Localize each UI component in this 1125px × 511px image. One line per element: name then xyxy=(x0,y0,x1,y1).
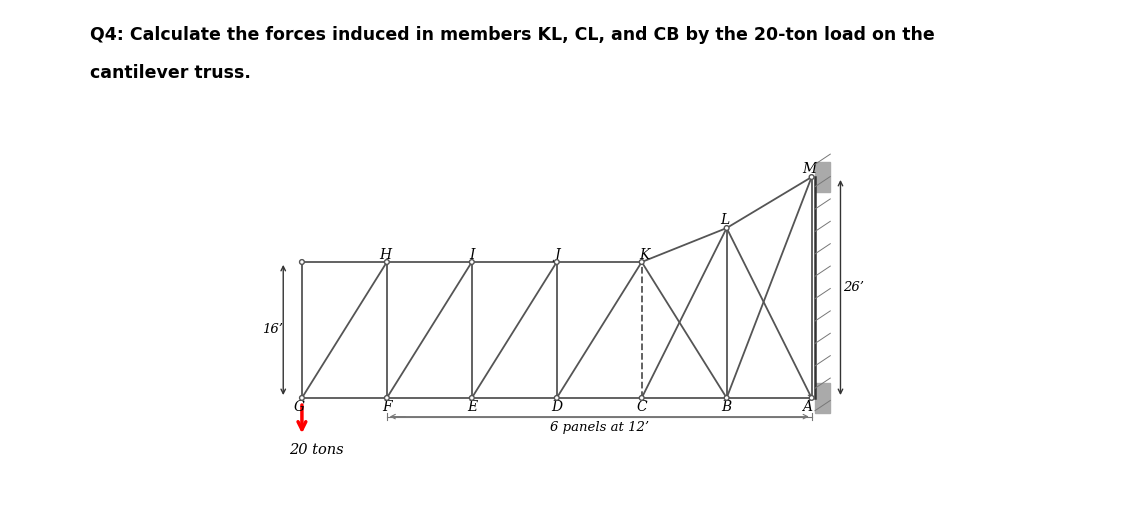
Text: A: A xyxy=(802,400,812,414)
Circle shape xyxy=(469,260,475,264)
Circle shape xyxy=(385,260,389,264)
Text: B: B xyxy=(721,400,731,414)
Circle shape xyxy=(639,260,645,264)
Circle shape xyxy=(809,175,814,179)
Text: H: H xyxy=(379,248,391,262)
Text: 16’: 16’ xyxy=(262,323,282,336)
Circle shape xyxy=(469,396,475,400)
Circle shape xyxy=(555,260,559,264)
Circle shape xyxy=(724,396,729,400)
Circle shape xyxy=(809,396,814,400)
Text: Q4: Calculate the forces induced in members KL, CL, and CB by the 20-ton load on: Q4: Calculate the forces induced in memb… xyxy=(90,26,935,43)
Text: J: J xyxy=(554,248,559,262)
Text: F: F xyxy=(382,400,391,414)
Text: M: M xyxy=(802,162,816,176)
Bar xyxy=(814,162,830,192)
Circle shape xyxy=(385,396,389,400)
Text: D: D xyxy=(551,400,562,414)
Text: C: C xyxy=(637,400,647,414)
Text: I: I xyxy=(469,248,475,262)
Text: 6 panels at 12’: 6 panels at 12’ xyxy=(550,421,649,434)
Text: cantilever truss.: cantilever truss. xyxy=(90,64,251,82)
Circle shape xyxy=(555,396,559,400)
Circle shape xyxy=(299,260,304,264)
Text: K: K xyxy=(639,248,649,262)
Circle shape xyxy=(639,396,645,400)
Text: L: L xyxy=(720,214,730,227)
Text: 26’: 26’ xyxy=(843,281,864,294)
Text: G: G xyxy=(294,400,305,414)
Text: 20 tons: 20 tons xyxy=(289,443,344,457)
Circle shape xyxy=(724,226,729,230)
Text: E: E xyxy=(467,400,477,414)
Bar xyxy=(814,383,830,413)
Circle shape xyxy=(299,396,304,400)
